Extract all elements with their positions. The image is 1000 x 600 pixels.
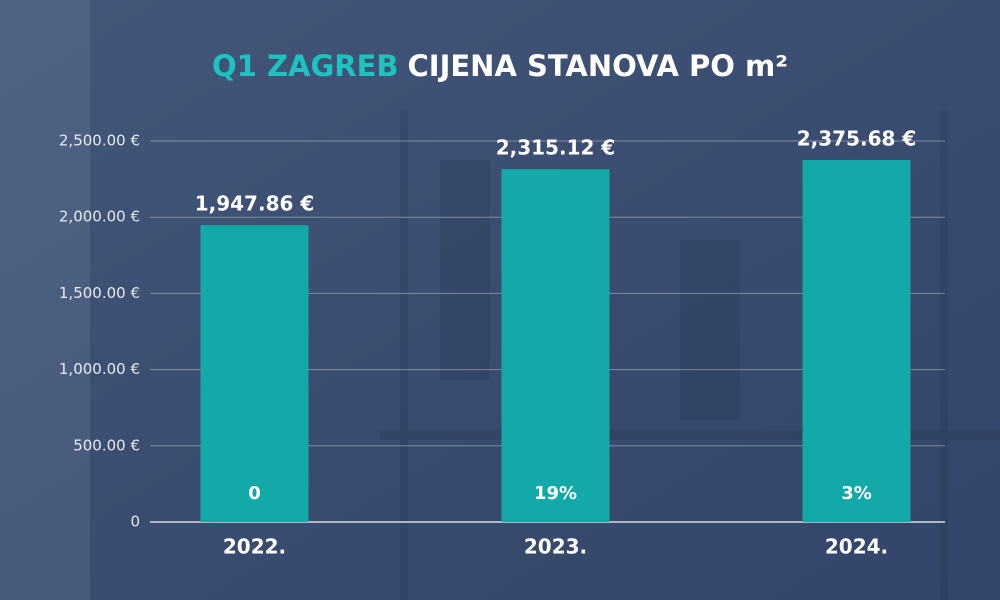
title-text: CIJENA STANOVA PO m² xyxy=(408,49,788,83)
y-tick-label: 500.00 € xyxy=(73,436,140,454)
bar xyxy=(802,159,911,523)
x-tick-label: 2022. xyxy=(223,535,286,559)
bar xyxy=(501,169,610,522)
y-tick-label: 2,500.00 € xyxy=(59,132,140,150)
y-tick-label: 1,500.00 € xyxy=(59,284,140,302)
title-prefix: Q1 ZAGREB xyxy=(212,49,398,83)
change-label: 19% xyxy=(534,483,577,504)
value-label: 2,315.12 € xyxy=(496,136,616,160)
change-label: 3% xyxy=(841,483,872,504)
bar xyxy=(200,225,309,523)
chart-title: Q1 ZAGREB CIJENA STANOVA PO m² xyxy=(212,49,788,83)
x-tick-label: 2023. xyxy=(524,535,587,559)
y-tick-label: 0 xyxy=(130,513,140,531)
x-tick-label: 2024. xyxy=(825,535,888,559)
value-label: 2,375.68 € xyxy=(797,126,917,150)
change-label: 0 xyxy=(248,483,261,504)
y-tick-label: 2,000.00 € xyxy=(59,208,140,226)
value-label: 1,947.86 € xyxy=(195,192,315,216)
y-tick-label: 1,000.00 € xyxy=(59,360,140,378)
